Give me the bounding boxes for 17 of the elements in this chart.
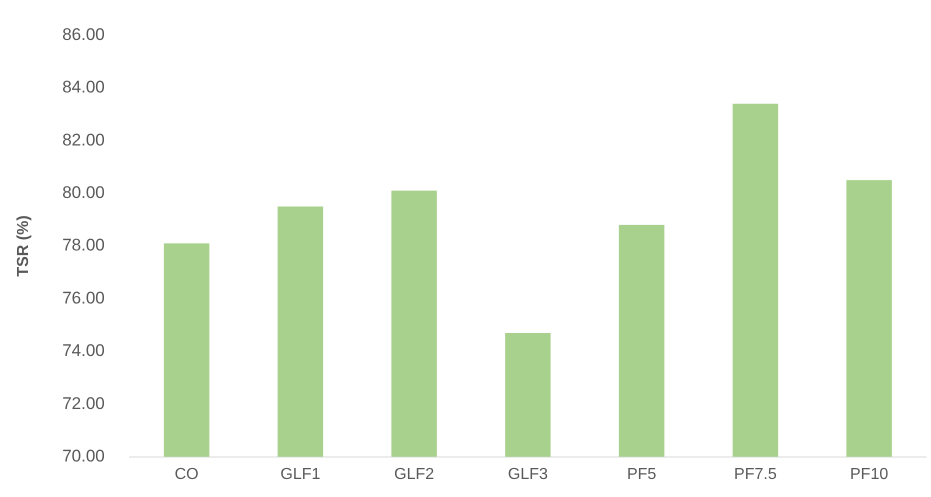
x-tick-label: PF5	[626, 466, 656, 483]
y-tick-label: 72.00	[62, 394, 105, 413]
y-tick-label: 80.00	[62, 182, 105, 202]
y-tick-label: 86.00	[62, 24, 105, 44]
x-tick-label: PF10	[850, 466, 888, 483]
y-tick-label: 78.00	[62, 236, 105, 255]
x-tick-label: CO	[174, 466, 199, 483]
x-tick-label: PF7.5	[734, 466, 777, 483]
x-tick-label: GLF1	[280, 466, 320, 483]
y-tick-label: 70.00	[62, 446, 105, 466]
y-tick-label: 74.00	[62, 341, 105, 360]
x-tick-label: GLF2	[394, 466, 434, 483]
x-tick-label: GLF3	[508, 466, 548, 483]
y-tick-label: 76.00	[62, 288, 105, 308]
y-axis-title: TSR (%)	[15, 215, 32, 277]
y-tick-label: 82.00	[62, 130, 105, 150]
y-tick-label: 84.00	[62, 78, 105, 97]
